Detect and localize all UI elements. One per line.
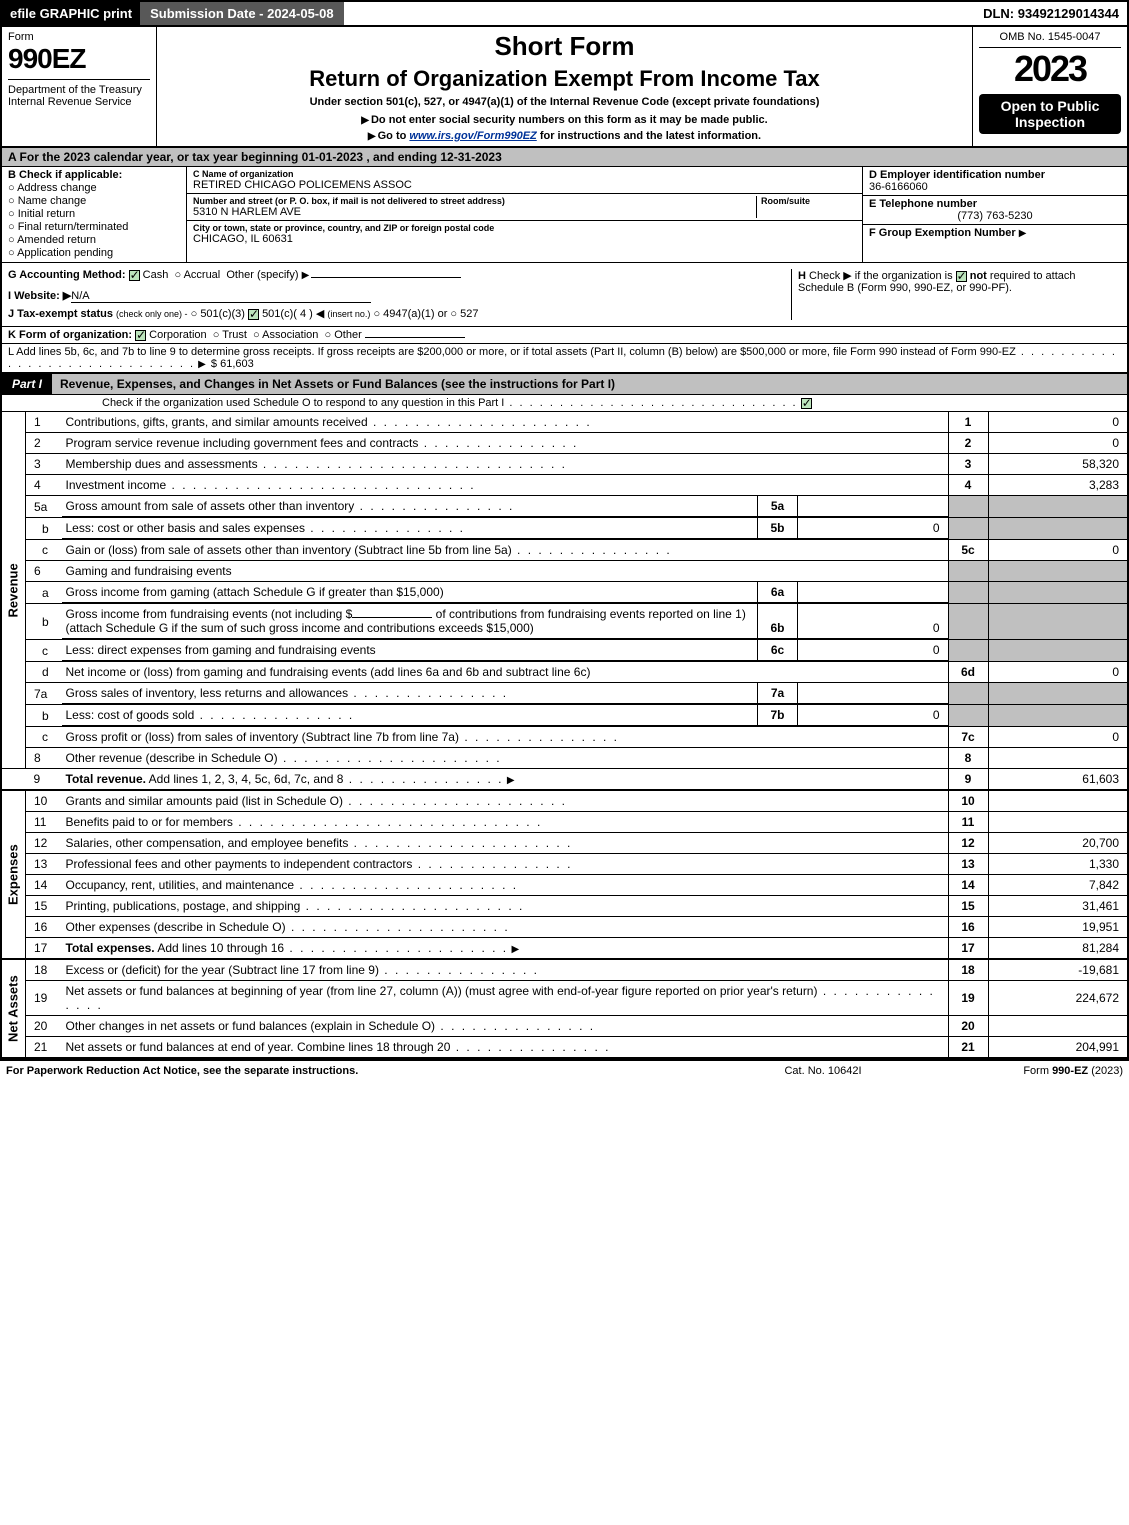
page-footer: For Paperwork Reduction Act Notice, see … xyxy=(0,1059,1129,1081)
form-id-block: Form 990EZ Department of the Treasury In… xyxy=(2,27,157,146)
chk-501c[interactable] xyxy=(248,309,259,320)
efile-print-label[interactable]: efile GRAPHIC print xyxy=(2,2,140,25)
chk-name-change[interactable]: Name change xyxy=(8,195,180,207)
side-revenue: Revenue xyxy=(1,412,26,769)
omb-year-block: OMB No. 1545-0047 2023 Open to Public In… xyxy=(972,27,1127,146)
form-title-block: Short Form Return of Organization Exempt… xyxy=(157,27,972,146)
side-netassets: Net Assets xyxy=(1,959,26,1058)
section-def: D Employer identification number 36-6166… xyxy=(862,167,1127,262)
part-1-table: Revenue 1Contributions, gifts, grants, a… xyxy=(0,412,1129,1059)
chk-initial-return[interactable]: Initial return xyxy=(8,208,180,220)
chk-amended-return[interactable]: Amended return xyxy=(8,234,180,246)
top-bar: efile GRAPHIC print Submission Date - 20… xyxy=(0,0,1129,27)
irs-link[interactable]: www.irs.gov/Form990EZ xyxy=(409,130,536,142)
chk-final-return[interactable]: Final return/terminated xyxy=(8,221,180,233)
side-expenses: Expenses xyxy=(1,790,26,959)
section-a: A For the 2023 calendar year, or tax yea… xyxy=(0,148,1129,167)
section-c: C Name of organization RETIRED CHICAGO P… xyxy=(187,167,862,262)
section-ghij: G Accounting Method: Cash ○ Accrual Othe… xyxy=(0,263,1129,327)
chk-schedule-o[interactable] xyxy=(801,398,812,409)
chk-schedule-b[interactable] xyxy=(956,271,967,282)
section-l: L Add lines 5b, 6c, and 7b to line 9 to … xyxy=(0,344,1129,374)
section-k: K Form of organization: Corporation ○ Tr… xyxy=(0,327,1129,344)
part-1-sub: Check if the organization used Schedule … xyxy=(0,395,1129,412)
part-1-header: Part I Revenue, Expenses, and Changes in… xyxy=(0,374,1129,395)
section-b: B Check if applicable: Address change Na… xyxy=(2,167,187,262)
chk-address-change[interactable]: Address change xyxy=(8,182,180,194)
chk-corporation[interactable] xyxy=(135,330,146,341)
info-grid: B Check if applicable: Address change Na… xyxy=(0,167,1129,263)
dln: DLN: 93492129014344 xyxy=(975,2,1127,25)
form-header: Form 990EZ Department of the Treasury In… xyxy=(0,27,1129,148)
submission-date: Submission Date - 2024-05-08 xyxy=(140,2,344,25)
chk-cash[interactable] xyxy=(129,270,140,281)
chk-application-pending[interactable]: Application pending xyxy=(8,247,180,259)
